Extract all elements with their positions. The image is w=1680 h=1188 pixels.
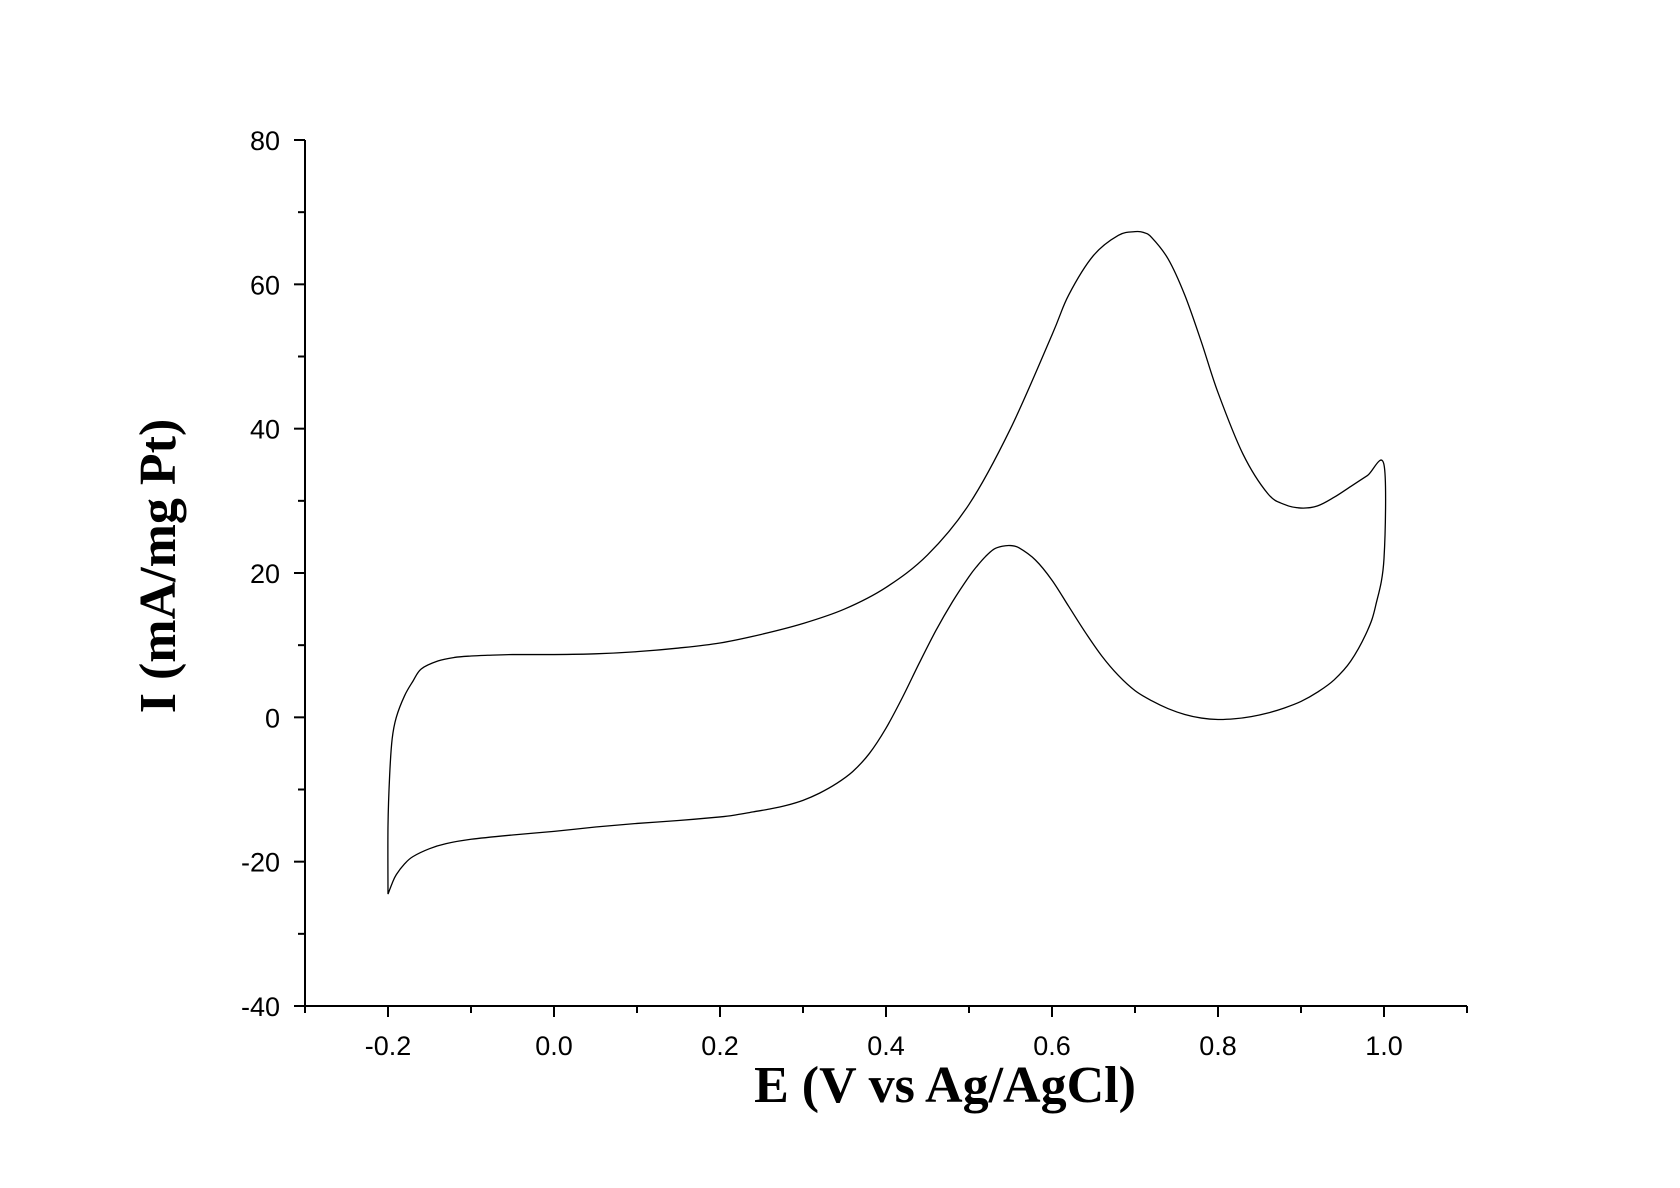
cv-curve-line <box>387 230 1387 895</box>
x-tick-label: -0.2 <box>365 1031 412 1061</box>
x-axis-title: E (V vs Ag/AgCl) <box>754 1057 1136 1114</box>
y-axis-title: I (mA/mg Pt) <box>130 419 187 714</box>
y-tick-label: 60 <box>250 270 280 300</box>
y-tick-label: -40 <box>241 992 280 1022</box>
x-tick-label: 0.4 <box>867 1031 905 1061</box>
x-tick-label: 0.6 <box>1033 1031 1071 1061</box>
x-tick-label: 1.0 <box>1365 1031 1403 1061</box>
x-tick-label: 0.0 <box>535 1031 573 1061</box>
y-tick-label: -20 <box>241 848 280 878</box>
y-axis-ticks: -40 -20 0 20 40 60 80 <box>241 126 305 1022</box>
x-tick-label: 0.2 <box>701 1031 739 1061</box>
x-tick-label: 0.8 <box>1199 1031 1237 1061</box>
y-tick-label: 0 <box>265 703 280 733</box>
y-tick-label: 40 <box>250 415 280 445</box>
y-tick-label: 80 <box>250 126 280 156</box>
y-tick-label: 20 <box>250 559 280 589</box>
x-axis-ticks: -0.2 0.0 0.2 0.4 0.6 0.8 1.0 <box>304 1006 1468 1061</box>
